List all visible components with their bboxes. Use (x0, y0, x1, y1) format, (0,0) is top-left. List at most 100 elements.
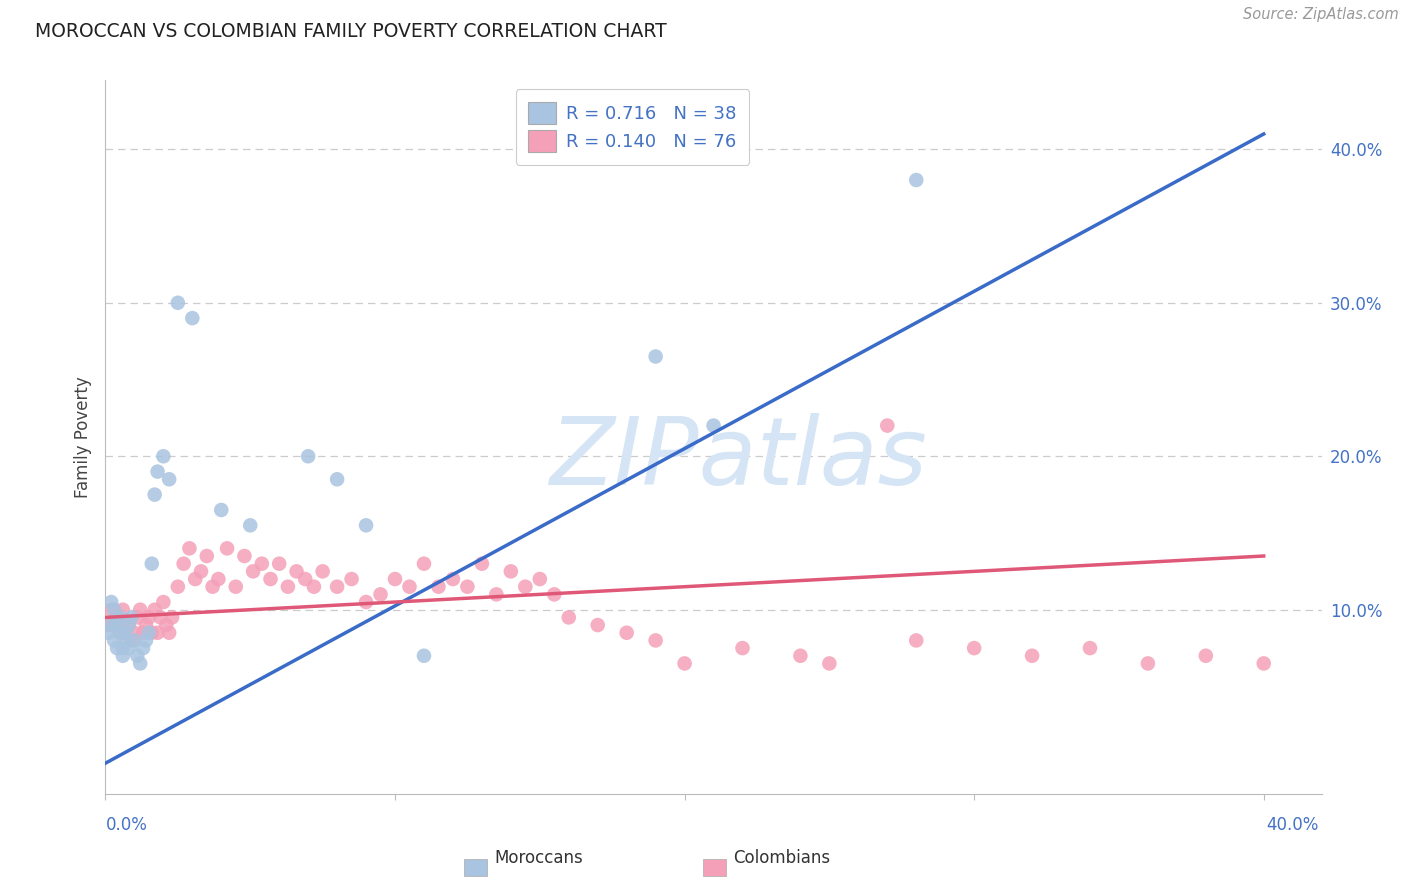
Point (132, 625, 155, 640)
Point (111, 648, 134, 663)
Text: 0.0%: 0.0% (105, 816, 148, 834)
Point (141, 557, 163, 571)
Point (135, 618, 157, 632)
Point (152, 595, 174, 609)
Point (207, 572, 229, 586)
Legend: R = 0.716   N = 38, R = 0.140   N = 76: R = 0.716 N = 38, R = 0.140 N = 76 (516, 89, 749, 165)
Text: Colombians: Colombians (734, 849, 831, 867)
Point (105, 610, 128, 624)
Point (731, 641, 754, 656)
Point (398, 580, 420, 594)
Point (413, 648, 436, 663)
Point (1253, 657, 1275, 671)
Text: Moroccans: Moroccans (495, 849, 583, 867)
Point (239, 518, 262, 533)
Point (103, 603, 125, 617)
Point (354, 595, 377, 609)
Point (302, 580, 325, 594)
Point (117, 618, 139, 632)
Point (384, 572, 406, 586)
Point (157, 472, 180, 486)
Point (242, 565, 264, 579)
Text: ZIPatlas: ZIPatlas (548, 413, 927, 504)
Point (1195, 648, 1218, 663)
Point (586, 618, 609, 632)
Point (269, 557, 291, 571)
Point (105, 618, 128, 632)
Point (326, 472, 349, 486)
Point (97, 625, 120, 640)
Point (297, 450, 319, 464)
Point (456, 580, 478, 594)
Point (127, 648, 149, 663)
Point (135, 633, 157, 648)
Point (529, 572, 551, 586)
Point (190, 565, 212, 579)
Point (179, 541, 201, 556)
Point (644, 633, 666, 648)
Text: 40.0%: 40.0% (1267, 816, 1319, 834)
Point (250, 557, 273, 571)
Point (673, 657, 696, 671)
Point (108, 610, 131, 624)
Point (370, 587, 392, 601)
Point (485, 587, 508, 601)
Point (114, 625, 136, 640)
Point (143, 603, 166, 617)
Point (326, 580, 349, 594)
Point (129, 603, 152, 617)
Point (340, 572, 363, 586)
Text: MOROCCAN VS COLOMBIAN FAMILY POVERTY CORRELATION CHART: MOROCCAN VS COLOMBIAN FAMILY POVERTY COR… (35, 22, 666, 41)
Point (499, 565, 522, 579)
Point (103, 633, 125, 648)
Point (277, 580, 299, 594)
Point (111, 603, 134, 617)
Point (121, 633, 143, 648)
Point (100, 595, 122, 609)
Point (789, 648, 811, 663)
Point (285, 565, 308, 579)
Point (427, 580, 450, 594)
Point (138, 625, 160, 640)
Point (97, 618, 120, 632)
Point (166, 295, 188, 310)
Point (441, 572, 464, 586)
Point (146, 465, 169, 479)
Point (114, 625, 136, 640)
Point (311, 565, 333, 579)
Point (160, 610, 183, 624)
Point (471, 557, 494, 571)
Point (108, 625, 131, 640)
Point (905, 633, 928, 648)
Point (100, 603, 122, 617)
Point (143, 488, 166, 502)
Point (103, 618, 125, 632)
Point (644, 350, 666, 364)
Point (117, 618, 139, 632)
Point (201, 580, 224, 594)
Point (108, 625, 131, 640)
Point (117, 641, 139, 656)
Point (124, 625, 146, 640)
Point (702, 418, 725, 433)
Point (114, 633, 136, 648)
Point (1021, 648, 1043, 663)
Text: Source: ZipAtlas.com: Source: ZipAtlas.com (1243, 7, 1399, 22)
Point (1136, 657, 1159, 671)
Y-axis label: Family Poverty: Family Poverty (75, 376, 93, 498)
Point (181, 311, 204, 326)
Point (515, 580, 537, 594)
Point (616, 625, 638, 640)
Point (138, 610, 160, 624)
Point (157, 625, 180, 640)
Point (146, 625, 169, 640)
Point (121, 610, 143, 624)
Point (217, 541, 239, 556)
Point (195, 549, 218, 563)
Point (558, 610, 581, 624)
Point (166, 580, 188, 594)
Point (111, 641, 134, 656)
Point (124, 633, 146, 648)
Point (294, 572, 316, 586)
Point (413, 557, 436, 571)
